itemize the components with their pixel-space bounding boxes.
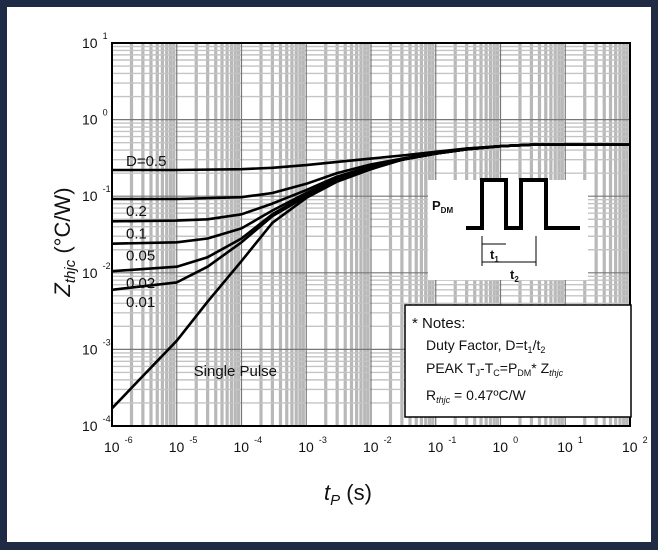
x-axis-label: tP (s): [324, 480, 372, 509]
x-tick-label-5: 10 -1: [428, 435, 457, 455]
notes-duty-factor: Duty Factor, D=t1/t2: [426, 337, 545, 355]
notes-heading: * Notes:: [412, 315, 465, 332]
curves: [111, 143, 630, 410]
y-tick-label-5: 10 -4: [82, 414, 111, 434]
series-label-2: 0.1: [126, 225, 147, 242]
pulse-power-label: PDM: [432, 198, 453, 215]
y-tick-label-4: 10 -3: [82, 337, 111, 357]
series-label-5: 0.01: [126, 294, 155, 311]
series-label-1: 0.2: [126, 203, 147, 220]
x-tick-label-3: 10 -3: [298, 435, 327, 455]
x-tick-label-8: 10 2: [622, 435, 648, 455]
series-label-4: 0.02: [126, 275, 155, 292]
y-tick-label-2: 10 -1: [82, 184, 111, 204]
x-tick-label-2: 10 -4: [234, 435, 263, 455]
series-line-6: [111, 143, 630, 410]
series-label-3: 0.05: [126, 248, 155, 265]
notes-peak-formula: PEAK TJ-TC=PDM* Zthjc: [426, 360, 564, 378]
t2-label: t2: [510, 267, 519, 284]
y-axis-label: Zthjc (°C/W): [50, 187, 79, 297]
notes-rthjc: Rthjc = 0.47ºC/W: [426, 387, 526, 405]
x-tick-label-4: 10 -2: [363, 435, 392, 455]
series-labels: D=0.5 0.2 0.1 0.05 0.02 0.01 Single Pulse: [126, 153, 277, 380]
x-tick-label-0: 10 -6: [104, 435, 133, 455]
y-tick-label-0: 10 1: [82, 31, 108, 51]
pulse-diagram: PDM t1 t2: [428, 178, 588, 284]
x-tick-label-7: 10 1: [557, 435, 583, 455]
y-tick-label-3: 10 -2: [82, 261, 111, 281]
x-tick-label-1: 10 -5: [169, 435, 198, 455]
pulse-waveform: [466, 178, 580, 230]
t1-label: t1: [490, 247, 499, 264]
x-tick-labels: 10 -6 10 -5 10 -4 10 -3 10 -2 10 -1 10 0 10 1 10 2: [104, 435, 648, 455]
series-label-0: D=0.5: [126, 153, 166, 170]
notes-box-frame: [404, 304, 632, 418]
plot-border: [111, 42, 631, 427]
x-tick-label-6: 10 0: [493, 435, 519, 455]
notes-box: * Notes: Duty Factor, D=t1/t2 PEAK TJ-TC…: [404, 304, 632, 418]
y-tick-label-1: 10 0: [82, 108, 108, 128]
series-label-single-pulse: Single Pulse: [194, 363, 277, 380]
